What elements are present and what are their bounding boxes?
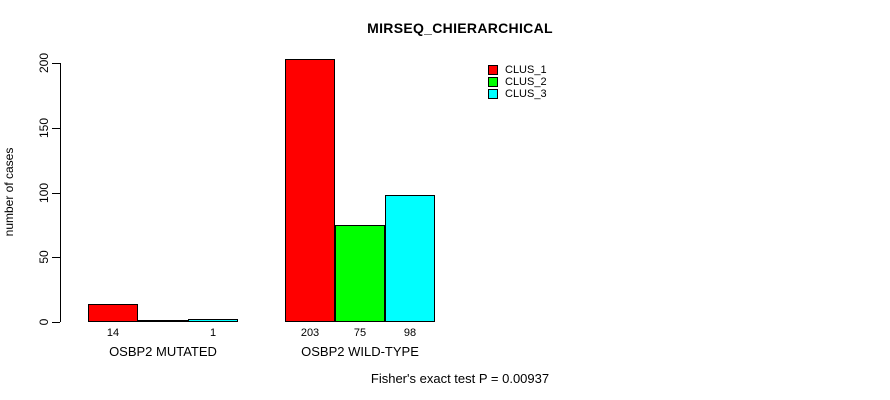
y-tick-label: 50 xyxy=(37,250,51,264)
bar-clus-3-osbp2-mutated xyxy=(188,319,238,322)
legend-item-clus-1: CLUS_1 xyxy=(488,64,547,76)
legend: CLUS_1 CLUS_2 CLUS_3 xyxy=(488,64,547,100)
bar-clus-2-osbp2-wild-type xyxy=(335,225,385,322)
legend-item-clus-2: CLUS_2 xyxy=(488,76,547,88)
y-axis-tick xyxy=(52,128,60,129)
y-tick-label: 0 xyxy=(37,318,51,326)
bar-value-label: 1 xyxy=(209,327,217,339)
bar-value-label: 98 xyxy=(403,327,417,339)
bar-clus-1-osbp2-mutated xyxy=(88,304,138,322)
legend-label: CLUS_3 xyxy=(505,88,547,100)
y-axis-line xyxy=(60,63,61,322)
bar-clus-3-osbp2-wild-type xyxy=(385,195,435,322)
bar-value-label: 203 xyxy=(300,327,320,339)
x-group-label-osbp2-mutated: OSBP2 MUTATED xyxy=(109,344,217,359)
y-axis-tick xyxy=(52,257,60,258)
legend-swatch-clus-3 xyxy=(488,89,498,99)
x-group-label-osbp2-wild-type: OSBP2 WILD-TYPE xyxy=(301,344,419,359)
y-axis-tick xyxy=(52,63,60,64)
legend-item-clus-3: CLUS_3 xyxy=(488,88,547,100)
chart-title: MIRSEQ_CHIERARCHICAL xyxy=(367,20,553,36)
y-tick-label: 150 xyxy=(37,117,51,139)
y-axis-tick xyxy=(52,193,60,194)
y-tick-label: 200 xyxy=(37,52,51,74)
legend-swatch-clus-1 xyxy=(488,65,498,75)
y-axis-tick xyxy=(52,322,60,323)
fisher-test-note: Fisher's exact test P = 0.00937 xyxy=(370,371,550,386)
y-tick-label: 100 xyxy=(37,182,51,204)
legend-label: CLUS_2 xyxy=(505,76,547,88)
bar-clus-1-osbp2-wild-type xyxy=(285,59,335,322)
bar-value-label: 75 xyxy=(353,327,367,339)
legend-label: CLUS_1 xyxy=(505,64,547,76)
y-axis-label: number of cases xyxy=(2,147,16,237)
bar-value-label: 14 xyxy=(106,327,120,339)
bar-clus-2-osbp2-mutated xyxy=(138,320,188,322)
legend-swatch-clus-2 xyxy=(488,77,498,87)
